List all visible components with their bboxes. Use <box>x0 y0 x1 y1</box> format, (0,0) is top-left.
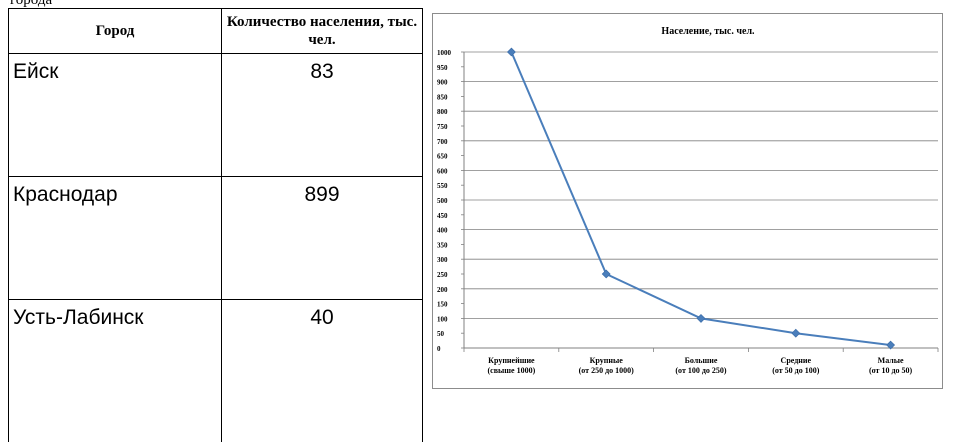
table-row: Усть-Лабинск 40 <box>9 300 423 442</box>
city-name: Краснодар <box>9 177 222 300</box>
y-tick-label: 900 <box>437 79 448 87</box>
city-name: Ейск <box>9 54 222 177</box>
x-tick-label: Малые <box>878 356 904 365</box>
column-header-population: Количество населения, тыс. чел. <box>222 9 423 54</box>
y-tick-label: 550 <box>437 182 448 190</box>
x-tick-label: Большие <box>685 356 718 365</box>
city-population: 40 <box>222 300 423 442</box>
y-tick-label: 150 <box>437 301 448 309</box>
table-row: Краснодар 899 <box>9 177 423 300</box>
y-tick-label: 650 <box>437 153 448 161</box>
city-population: 83 <box>222 54 423 177</box>
data-point <box>507 48 515 56</box>
y-tick-label: 1000 <box>437 49 452 57</box>
y-tick-label: 450 <box>437 212 448 220</box>
y-tick-label: 750 <box>437 123 448 131</box>
y-tick-label: 250 <box>437 271 448 279</box>
y-tick-label: 600 <box>437 167 448 175</box>
city-population: 899 <box>222 177 423 300</box>
x-tick-label: (от 50 до 100) <box>772 366 820 375</box>
y-tick-label: 200 <box>437 286 448 294</box>
y-tick-label: 350 <box>437 241 448 249</box>
table-row: Ейск 83 <box>9 54 423 177</box>
series-line <box>511 52 890 345</box>
y-tick-label: 800 <box>437 108 448 116</box>
y-tick-label: 850 <box>437 93 448 101</box>
y-tick-label: 700 <box>437 138 448 146</box>
chart-title: Население, тыс. чел. <box>661 26 755 37</box>
table-header-row: Город Количество населения, тыс. чел. <box>9 9 423 54</box>
x-tick-label: (свыше 1000) <box>488 366 536 375</box>
x-tick-label: (от 10 до 50) <box>869 366 913 375</box>
population-chart: Население, тыс. чел. 0 50 100 150 200 250 300 35… <box>432 13 943 389</box>
column-header-city: Город <box>9 9 222 54</box>
x-tick-label: Средние <box>781 356 812 365</box>
x-tick-label: (от 100 до 250) <box>675 366 727 375</box>
data-point <box>697 314 705 322</box>
x-tick-label: Крупнейшие <box>488 356 535 365</box>
y-tick-label: 950 <box>437 64 448 72</box>
y-tick-label: 100 <box>437 315 448 323</box>
cities-table: Город Количество населения, тыс. чел. Ей… <box>8 8 423 442</box>
y-tick-label: 500 <box>437 197 448 205</box>
x-tick-label: (от 250 до 1000) <box>579 366 635 375</box>
data-point <box>602 270 610 278</box>
chart-canvas: Население, тыс. чел. 0 50 100 150 200 250 300 35… <box>433 14 942 388</box>
y-tick-label: 0 <box>437 345 441 353</box>
y-tick-label: 50 <box>437 330 445 338</box>
data-point <box>792 329 800 337</box>
y-tick-label: 400 <box>437 227 448 235</box>
city-name: Усть-Лабинск <box>9 300 222 442</box>
y-tick-label: 300 <box>437 256 448 264</box>
x-tick-label: Крупные <box>590 356 624 365</box>
